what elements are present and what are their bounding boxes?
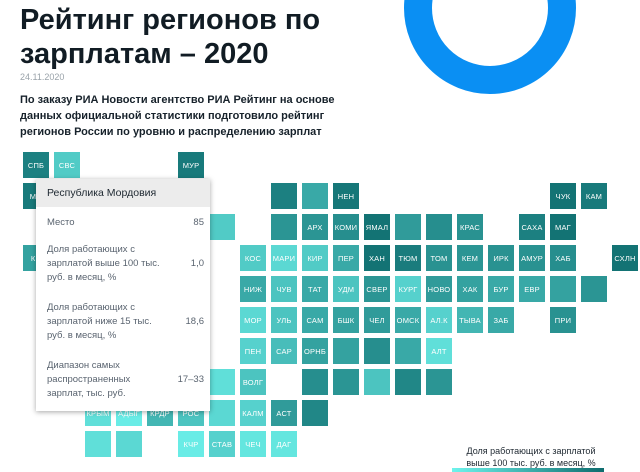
region-tile[interactable]: САР <box>271 338 297 364</box>
region-tile[interactable]: КРАС <box>457 214 483 240</box>
region-tile[interactable]: САМ <box>302 307 328 333</box>
region-tile[interactable]: ОМСК <box>395 307 421 333</box>
tooltip-row-label: Доля работающих с зарплатой выше 100 тыс… <box>47 244 160 283</box>
tooltip-row-value: 17–33 <box>177 374 204 385</box>
region-tile[interactable]: МОР <box>240 307 266 333</box>
tooltip-row-place: Место 85 <box>36 216 210 230</box>
region-tile[interactable] <box>333 369 359 395</box>
region-tile[interactable] <box>271 214 297 240</box>
region-tooltip: Республика Мордовия Место 85 Доля работа… <box>36 179 210 411</box>
region-tile[interactable]: ТАТ <box>302 276 328 302</box>
region-tile[interactable] <box>550 276 576 302</box>
region-tile[interactable]: БШК <box>333 307 359 333</box>
article-lead: По заказу РИА Новости агентство РИА Рейт… <box>20 94 335 138</box>
tooltip-row-label: Диапазон самых распространенных зарплат,… <box>47 360 131 399</box>
region-tile[interactable]: КАМ <box>581 183 607 209</box>
region-tile[interactable]: ТЫВА <box>457 307 483 333</box>
region-tile[interactable] <box>302 400 328 426</box>
tooltip-row-label: Доля работающих с зарплатой ниже 15 тыс.… <box>47 302 152 341</box>
region-tile[interactable]: НОВО <box>426 276 452 302</box>
region-tile[interactable] <box>364 338 390 364</box>
region-tile[interactable]: ЯМАЛ <box>364 214 390 240</box>
region-tile[interactable]: АЛ.К <box>426 307 452 333</box>
region-tile[interactable]: ПЕР <box>333 245 359 271</box>
region-tile[interactable] <box>581 276 607 302</box>
article-date: 24.11.2020 <box>20 72 65 82</box>
region-tile[interactable]: КОС <box>240 245 266 271</box>
region-tile[interactable]: ПЕН <box>240 338 266 364</box>
region-tile[interactable] <box>302 183 328 209</box>
region-tile[interactable]: ИРК <box>488 245 514 271</box>
region-tile[interactable]: КИР <box>302 245 328 271</box>
region-tile[interactable]: ХАБ <box>550 245 576 271</box>
region-tile[interactable]: СХЛН <box>612 245 638 271</box>
region-tile[interactable]: НЕН <box>333 183 359 209</box>
region-tile[interactable] <box>395 369 421 395</box>
region-tile[interactable]: ЕВР <box>519 276 545 302</box>
legend-color-scale <box>452 468 604 472</box>
region-tile[interactable]: СВЕР <box>364 276 390 302</box>
region-tile[interactable]: ЧЕЧ <box>240 431 266 457</box>
region-tile[interactable]: ЗАБ <box>488 307 514 333</box>
tooltip-row-label: Место <box>47 217 75 228</box>
region-tile[interactable] <box>209 369 235 395</box>
region-tile[interactable]: БУР <box>488 276 514 302</box>
region-tile[interactable]: УЛЬ <box>271 307 297 333</box>
region-tile[interactable]: ЧУВ <box>271 276 297 302</box>
region-tile[interactable]: ХАК <box>457 276 483 302</box>
region-tile[interactable]: САХА <box>519 214 545 240</box>
region-tile[interactable]: АЛТ <box>426 338 452 364</box>
region-tile[interactable] <box>395 338 421 364</box>
region-tile[interactable] <box>364 369 390 395</box>
tooltip-row-value: 1,0 <box>190 258 204 269</box>
region-tile[interactable] <box>426 369 452 395</box>
legend-title: Доля работающих с зарплатой выше 100 тыс… <box>466 446 596 468</box>
region-tile[interactable]: ВОЛГ <box>240 369 266 395</box>
region-tile[interactable] <box>209 214 235 240</box>
tooltip-region-name: Республика Мордовия <box>36 179 210 207</box>
region-tile[interactable] <box>302 369 328 395</box>
region-tile[interactable]: КЧР <box>178 431 204 457</box>
region-tile[interactable]: ЧУК <box>550 183 576 209</box>
region-tile[interactable]: НИЖ <box>240 276 266 302</box>
article-title: Рейтинг регионов по зарплатам – 2020 <box>20 4 321 70</box>
region-tile[interactable]: КЕМ <box>457 245 483 271</box>
region-tile[interactable]: АРХ <box>302 214 328 240</box>
tooltip-row-range: Диапазон самых распространенных зарплат,… <box>36 359 210 401</box>
region-tile[interactable] <box>395 214 421 240</box>
region-tile[interactable] <box>85 431 111 457</box>
region-tile[interactable]: МАРИ <box>271 245 297 271</box>
region-tile[interactable]: КОМИ <box>333 214 359 240</box>
region-tile[interactable]: КАЛМ <box>240 400 266 426</box>
region-tile[interactable]: УДМ <box>333 276 359 302</box>
region-tile[interactable] <box>209 400 235 426</box>
region-tile[interactable]: АМУР <box>519 245 545 271</box>
region-tile[interactable] <box>271 183 297 209</box>
region-tile[interactable]: ХАН <box>364 245 390 271</box>
region-tile[interactable]: АСТ <box>271 400 297 426</box>
region-tile[interactable] <box>116 431 142 457</box>
region-tile[interactable]: ЧЕЛ <box>364 307 390 333</box>
region-tile[interactable]: ТЮМ <box>395 245 421 271</box>
region-tile[interactable]: ПРИ <box>550 307 576 333</box>
tooltip-row-low-salary: Доля работающих с зарплатой ниже 15 тыс.… <box>36 301 210 343</box>
region-tile[interactable] <box>333 338 359 364</box>
region-tile[interactable]: МАГ <box>550 214 576 240</box>
region-tile[interactable]: КУРГ <box>395 276 421 302</box>
tooltip-row-high-salary: Доля работающих с зарплатой выше 100 тыс… <box>36 243 210 285</box>
tooltip-row-value: 18,6 <box>185 316 205 327</box>
tooltip-row-value: 85 <box>193 217 204 228</box>
region-tile[interactable]: ДАГ <box>271 431 297 457</box>
region-tile[interactable] <box>426 214 452 240</box>
region-tile[interactable]: СТАВ <box>209 431 235 457</box>
region-tile[interactable]: СВС <box>54 152 80 178</box>
region-tile[interactable]: ОРНБ <box>302 338 328 364</box>
region-tile[interactable]: МУР <box>178 152 204 178</box>
region-tile[interactable]: СПБ <box>23 152 49 178</box>
region-tile[interactable]: ТОМ <box>426 245 452 271</box>
